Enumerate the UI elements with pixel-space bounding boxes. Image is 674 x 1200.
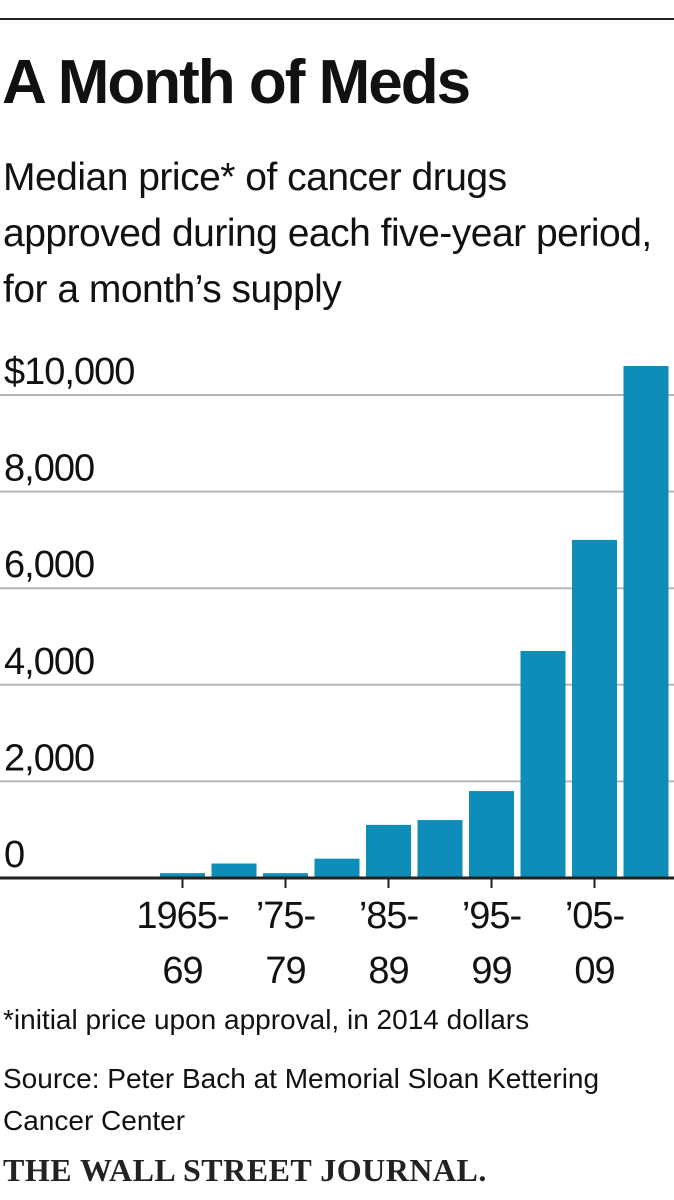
bar-chart: 0 2,000 4,000 6,000 8,000 $10,000 1965- 69 ’75- 7… [0, 351, 674, 990]
y-tick-label: $10,000 [4, 351, 134, 393]
y-tick-label: 0 [4, 834, 24, 876]
top-rule [0, 18, 674, 20]
publisher-logo: THE WALL STREET JOURNAL. [3, 1152, 487, 1188]
x-tick-label: 99 [471, 950, 511, 990]
bar [263, 873, 308, 878]
bar [469, 791, 514, 878]
bar [211, 863, 257, 878]
x-tick-label: 89 [368, 950, 408, 990]
footnote: *initial price upon approval, in 2014 do… [3, 1004, 530, 1035]
y-tick-label: 2,000 [4, 737, 94, 779]
x-tick-label: 09 [574, 950, 614, 990]
bar [417, 820, 463, 878]
bar [160, 873, 205, 878]
x-tick-label: 79 [265, 950, 305, 990]
source-note: Source: Peter Bach at Memorial Sloan Ket… [3, 1063, 600, 1136]
chart-subtitle: Median price* of cancer drugs approved d… [3, 156, 652, 311]
y-tick-label: 8,000 [4, 448, 94, 490]
bar [623, 366, 669, 878]
x-tick-label: ’95- [462, 895, 521, 937]
x-tick-label: 69 [162, 950, 202, 990]
x-tick-label: ’75- [256, 895, 315, 937]
x-tick-label: ’85- [359, 895, 418, 937]
y-tick-label: 4,000 [4, 641, 94, 683]
x-tick-label: 1965- [136, 895, 228, 937]
bar [314, 858, 360, 878]
bar [572, 539, 617, 878]
y-tick-label: 6,000 [4, 544, 94, 586]
bar [520, 650, 566, 878]
bar [366, 824, 411, 878]
x-tick-label: ’05- [565, 895, 624, 937]
chart-title: A Month of Meds [2, 48, 471, 117]
